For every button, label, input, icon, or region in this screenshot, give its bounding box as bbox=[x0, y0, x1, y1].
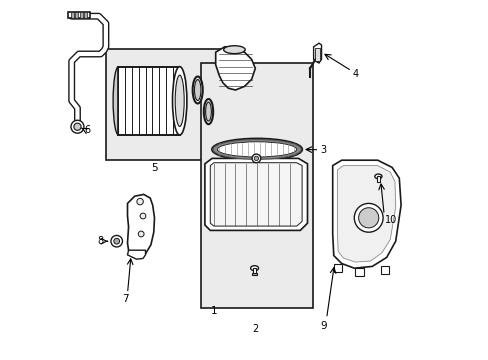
Ellipse shape bbox=[374, 174, 381, 179]
Text: 2: 2 bbox=[252, 324, 258, 334]
Bar bbox=[118, 67, 179, 135]
Bar bbox=[251, 273, 257, 275]
Text: 9: 9 bbox=[320, 321, 326, 331]
Circle shape bbox=[137, 198, 143, 205]
Ellipse shape bbox=[213, 140, 301, 159]
Bar bbox=[376, 176, 380, 182]
Ellipse shape bbox=[205, 102, 211, 121]
Bar bbox=[252, 268, 256, 274]
Polygon shape bbox=[337, 166, 395, 262]
Polygon shape bbox=[210, 163, 302, 226]
Bar bbox=[201, 63, 312, 308]
Bar bbox=[80, 12, 82, 18]
Bar bbox=[355, 268, 363, 276]
Polygon shape bbox=[313, 43, 321, 63]
Polygon shape bbox=[204, 158, 307, 230]
Bar bbox=[380, 266, 388, 274]
Ellipse shape bbox=[192, 77, 203, 104]
Circle shape bbox=[251, 154, 260, 163]
Polygon shape bbox=[332, 160, 400, 268]
Circle shape bbox=[111, 235, 122, 247]
Circle shape bbox=[138, 231, 144, 237]
Bar bbox=[333, 264, 342, 272]
Text: 3: 3 bbox=[320, 145, 325, 155]
Circle shape bbox=[114, 238, 120, 244]
Ellipse shape bbox=[250, 266, 258, 271]
Circle shape bbox=[358, 208, 378, 228]
Bar bbox=[84, 12, 87, 18]
Text: 7: 7 bbox=[122, 294, 129, 304]
Circle shape bbox=[140, 213, 145, 219]
Text: 10: 10 bbox=[384, 215, 396, 225]
Text: 1: 1 bbox=[210, 306, 217, 316]
Ellipse shape bbox=[194, 80, 201, 100]
Ellipse shape bbox=[113, 67, 123, 135]
Text: 6: 6 bbox=[84, 125, 90, 135]
Text: 4: 4 bbox=[352, 69, 358, 79]
Ellipse shape bbox=[172, 67, 186, 135]
Bar bbox=[68, 12, 89, 18]
Ellipse shape bbox=[223, 46, 244, 54]
Circle shape bbox=[254, 156, 258, 161]
Ellipse shape bbox=[203, 99, 213, 124]
Bar bbox=[106, 49, 221, 160]
Circle shape bbox=[354, 203, 382, 232]
Polygon shape bbox=[215, 47, 255, 90]
Bar bbox=[75, 12, 78, 18]
Ellipse shape bbox=[217, 142, 296, 157]
Text: 5: 5 bbox=[151, 163, 158, 174]
Text: 8: 8 bbox=[97, 236, 103, 246]
Polygon shape bbox=[127, 194, 154, 257]
Polygon shape bbox=[127, 250, 145, 259]
Bar bbox=[315, 48, 319, 61]
Ellipse shape bbox=[175, 75, 184, 126]
Circle shape bbox=[74, 123, 81, 130]
Ellipse shape bbox=[212, 139, 302, 160]
Circle shape bbox=[71, 120, 84, 133]
Bar bbox=[71, 12, 74, 18]
